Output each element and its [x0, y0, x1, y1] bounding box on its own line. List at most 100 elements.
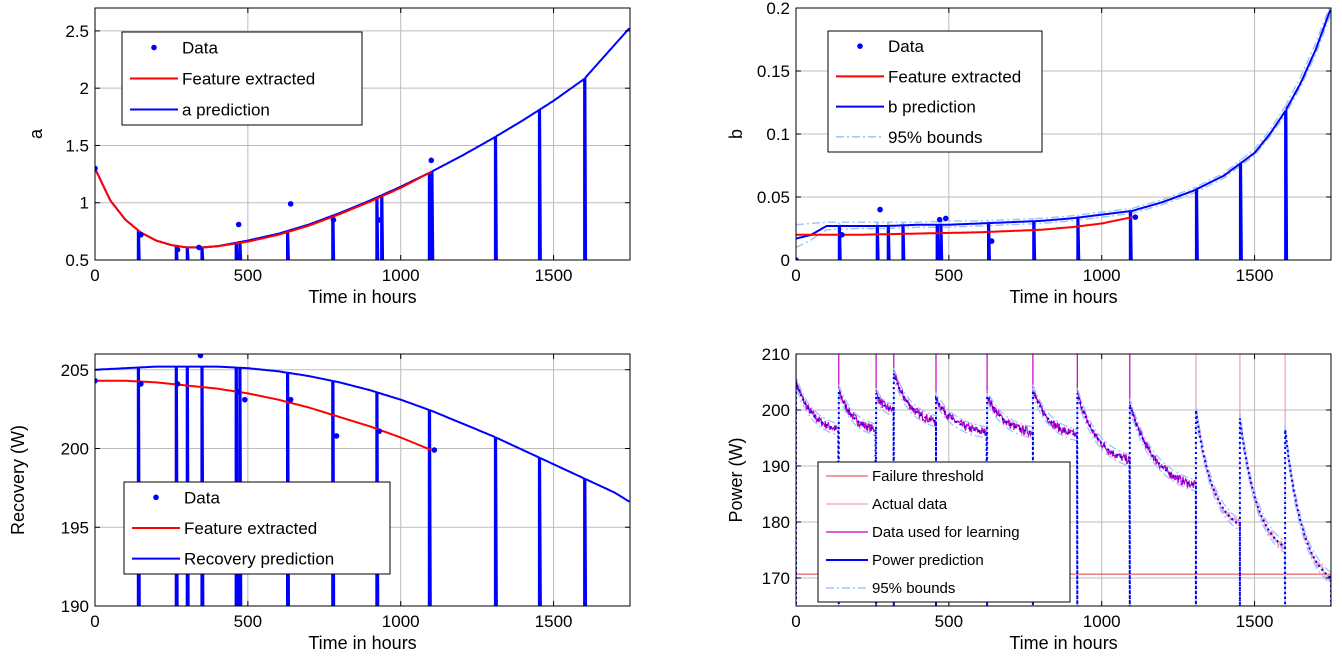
legend-marker [151, 44, 157, 51]
legend-label: Feature extracted [888, 67, 1021, 86]
plot-area [95, 354, 630, 606]
y-tick-label: 0.15 [757, 62, 790, 81]
x-tick-label: 1500 [535, 266, 573, 285]
y-tick-label: 195 [61, 518, 89, 537]
y-tick-label: 0.5 [65, 251, 89, 270]
data-point [330, 217, 337, 223]
y-tick-label: 1.5 [65, 136, 89, 155]
axes-box [94, 7, 631, 261]
legend: Data Feature extracted a prediction [121, 31, 363, 126]
legend-label: Recovery prediction [184, 550, 334, 569]
data-point [242, 396, 248, 403]
x-tick-label: 1500 [1236, 266, 1274, 285]
data-point [287, 396, 294, 403]
y-tick-label: 2 [80, 79, 89, 98]
legend-label: Feature extracted [182, 70, 315, 89]
y-axis-label: Recovery (W) [8, 425, 28, 535]
data-point [235, 221, 242, 228]
chart-b: 0 500 1000 1500 0 0.05 0.1 0.15 0.2 Time in hours… [726, 0, 1332, 307]
legend-label: Actual data [872, 496, 948, 513]
y-tick-label: 0 [781, 251, 790, 270]
legend-label: Failure threshold [872, 468, 984, 485]
x-tick-label: 1000 [1083, 612, 1121, 631]
legend-label: b prediction [888, 98, 976, 117]
x-axis-label: Time in hours [1009, 287, 1117, 307]
data-point [839, 232, 845, 238]
legend-marker [857, 43, 863, 49]
x-tick-label: 1500 [1236, 612, 1274, 631]
x-tick-label: 500 [935, 266, 963, 285]
data-point [943, 215, 949, 222]
x-tick-label: 1500 [535, 612, 573, 631]
legend-label: 95% bounds [888, 128, 983, 147]
data-point [988, 238, 995, 244]
legend-label: Power prediction [872, 552, 984, 569]
legend-label: Feature extracted [184, 519, 317, 538]
legend: Data Feature extracted Recovery prediction [123, 481, 391, 575]
y-tick-label: 200 [762, 401, 790, 420]
y-tick-label: 190 [762, 457, 790, 476]
y-axis-label: a [26, 128, 46, 139]
bounds-line [796, 378, 1331, 606]
data-point [376, 217, 383, 223]
data-point [138, 232, 144, 238]
y-axis-label: b [726, 129, 746, 139]
y-tick-label: 170 [762, 569, 790, 588]
y-tick-label: 205 [61, 361, 89, 380]
legend-label: Data [182, 39, 218, 58]
feature-extracted-line [796, 216, 1133, 236]
y-tick-label: 2.5 [65, 22, 89, 41]
x-tick-label: 1000 [382, 266, 420, 285]
chart-power: 0 500 1000 1500 170 180 190 200 210 Time in hours… [726, 345, 1332, 653]
data-point [174, 246, 181, 253]
x-tick-label: 0 [791, 266, 800, 285]
y-tick-label: 200 [61, 440, 89, 459]
legend-label: 95% bounds [872, 580, 955, 597]
data-point [431, 447, 438, 453]
x-axis-label: Time in hours [308, 287, 416, 307]
data-point [936, 216, 943, 223]
x-tick-label: 500 [935, 612, 963, 631]
y-axis-label: Power (W) [726, 438, 746, 523]
x-tick-label: 1000 [382, 612, 420, 631]
data-point [376, 428, 383, 434]
x-axis-label: Time in hours [308, 633, 416, 653]
legend-label: a prediction [182, 101, 270, 120]
y-tick-label: 0.05 [757, 188, 790, 207]
legend-box [827, 30, 1043, 153]
x-axis-label: Time in hours [1009, 633, 1117, 653]
chart-a: 0 500 1000 1500 0.5 1 1.5 2 2.5 Time in hours a Dat… [26, 7, 631, 307]
data-point [877, 206, 883, 213]
data-point [1132, 214, 1139, 220]
data-point [138, 381, 144, 387]
data-point [796, 257, 799, 260]
feature-extracted-line [95, 167, 432, 249]
legend-label: Data [184, 488, 220, 507]
feature-extracted-line [95, 379, 432, 452]
data-point [197, 354, 204, 359]
y-tick-label: 190 [61, 597, 89, 616]
legend: Data Feature extracted b prediction 95% bou… [827, 30, 1043, 153]
x-tick-label: 500 [234, 266, 262, 285]
power-prediction-line [796, 373, 1331, 606]
data-point [235, 389, 242, 395]
plot-area [95, 27, 630, 260]
y-tick-label: 0.1 [766, 125, 790, 144]
data-point [95, 377, 98, 384]
y-tick-label: 0.2 [766, 0, 790, 18]
x-tick-label: 1000 [1083, 266, 1121, 285]
axes-box [795, 353, 1332, 607]
x-tick-label: 0 [90, 266, 99, 285]
legend-label: Data [888, 37, 924, 56]
data-point [196, 244, 202, 251]
legend-marker [153, 494, 159, 501]
y-tick-label: 180 [762, 513, 790, 532]
y-tick-label: 210 [762, 345, 790, 364]
plot-area [796, 8, 1331, 260]
data-point [95, 165, 98, 172]
axes-box [94, 353, 631, 607]
x-tick-label: 0 [791, 612, 800, 631]
legend: Failure threshold Actual data Data used fo… [817, 461, 1071, 603]
data-point [287, 201, 294, 207]
